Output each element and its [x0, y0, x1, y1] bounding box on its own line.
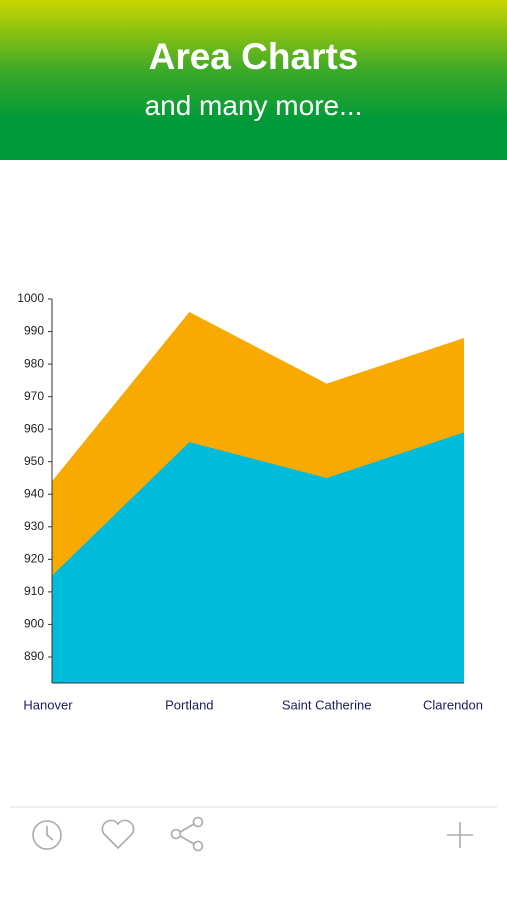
y-tick-label: 950: [24, 454, 44, 468]
y-tick-label: 930: [24, 519, 44, 533]
share-button[interactable]: [170, 816, 204, 852]
y-tick-label: 970: [24, 389, 44, 403]
y-tick-label: 890: [24, 649, 44, 663]
y-tick-label: 960: [24, 421, 44, 435]
header-title: Area Charts: [148, 36, 359, 77]
x-tick-label: Hanover: [23, 697, 73, 712]
y-tick-label: 990: [24, 324, 44, 338]
header: Area Charts and many more...: [0, 0, 507, 160]
y-tick-label: 1000: [17, 291, 44, 305]
y-tick-label: 940: [24, 486, 44, 500]
header-subtitle: and many more...: [144, 90, 363, 121]
favorite-button[interactable]: [101, 819, 135, 850]
x-tick-label: Portland: [165, 697, 213, 712]
y-tick-label: 920: [24, 552, 44, 566]
toolbar: [10, 806, 497, 852]
area: [52, 432, 464, 683]
y-tick-label: 900: [24, 617, 44, 631]
y-tick-label: 910: [24, 584, 44, 598]
x-tick-label: Clarendon: [423, 697, 483, 712]
x-tick-label: Saint Catherine: [282, 697, 372, 712]
chart: 890 900 910 920 930 940 950 960 970 980 990 1000 Han…: [17, 291, 483, 712]
add-button[interactable]: [447, 822, 473, 848]
y-tick-label: 980: [24, 356, 44, 370]
history-button[interactable]: [32, 820, 62, 850]
